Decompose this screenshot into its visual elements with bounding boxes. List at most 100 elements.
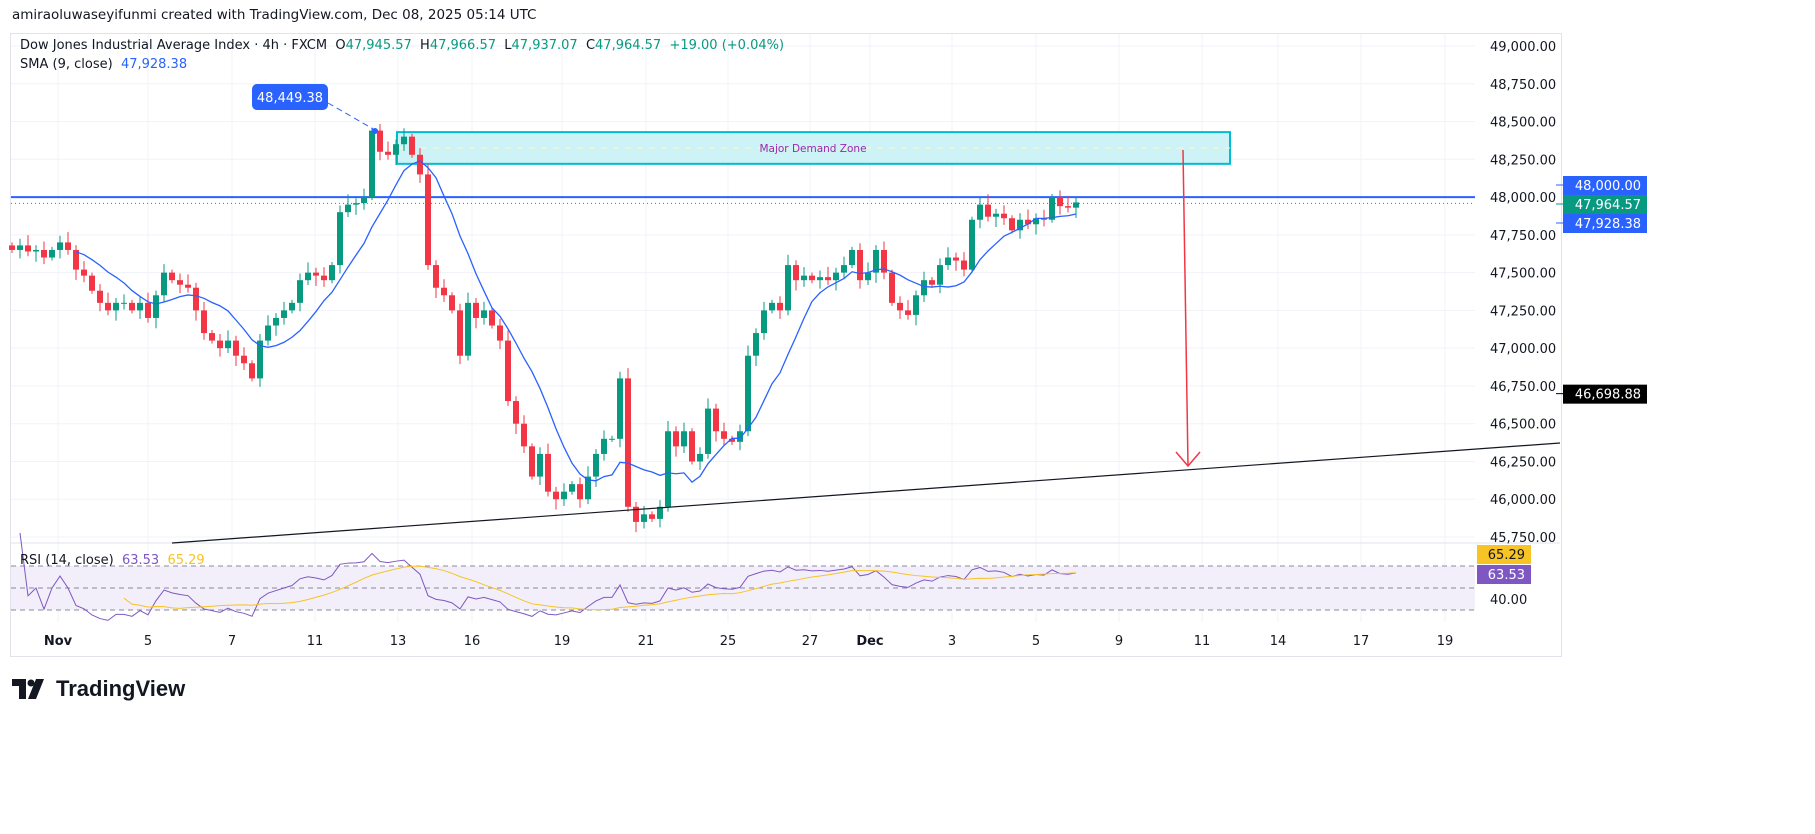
candle [409,133,415,158]
candle [41,241,47,265]
candle [553,486,559,510]
candle-body [601,438,607,454]
candle [73,245,79,280]
candle-body [537,453,543,477]
candle [425,164,431,270]
time-tick-label: 3 [948,634,956,649]
rsi-line [19,532,1077,621]
candle [329,262,335,284]
candle-body [497,325,503,341]
price-tick-label: 47,500.00 [1490,267,1556,282]
candle [481,301,487,325]
candle-body [881,249,887,273]
tradingview-logo-icon [12,679,44,699]
candle-body [873,249,879,273]
price-label-text: 46,698.88 [1575,388,1641,403]
candle-body [625,378,631,507]
candle [393,139,399,166]
candle-body [265,325,271,341]
candle [249,360,255,382]
candle-body [393,144,399,155]
close-label: C [585,38,596,53]
candle-body [505,340,511,402]
time-tick-label: 5 [1032,634,1040,649]
candle [785,254,791,316]
candle-body [361,197,367,204]
candle-body [609,438,615,440]
candle [753,328,759,366]
symbol-name[interactable]: Dow Jones Industrial Average Index · 4h … [20,38,328,53]
candle [817,270,823,289]
time-tick-label: 11 [1194,634,1211,649]
candle-body [593,453,599,477]
candle-body [337,212,343,266]
candle [801,267,807,287]
candle [57,235,63,259]
candle-body [73,249,79,270]
tradingview-logo[interactable]: TradingView [12,676,185,702]
candle [457,303,463,365]
candle [977,197,983,229]
candle-body [753,333,759,356]
candle [561,483,567,506]
candle [633,501,639,533]
candle-body [1049,197,1055,220]
candle-body [401,136,407,145]
candle-body [185,284,191,288]
candle [1009,215,1015,234]
time-tick-label: 9 [1115,634,1123,649]
candle [513,396,519,434]
candle-body [929,280,935,285]
candle [689,428,695,465]
close-value: 47,964.57 [595,38,662,53]
sma-legend[interactable]: SMA (9, close) 47,928.38 [20,57,187,72]
candle [761,301,767,340]
candle [433,260,439,299]
candle-body [553,491,559,500]
candle-body [65,242,71,250]
candle [601,430,607,461]
candle [793,260,799,291]
candle [177,273,183,294]
candle-body [81,269,87,276]
price-label-box [1563,384,1647,404]
candle [1017,213,1023,239]
candle [529,443,535,480]
candle-body [689,431,695,462]
candle-body [33,249,39,252]
arrow-head-icon [1175,451,1201,468]
chart-frame [10,33,1562,657]
candle-body [681,431,687,447]
candle [361,188,367,210]
candle [929,277,935,288]
candle [537,447,543,486]
candle [809,272,815,284]
rsi-legend[interactable]: RSI (14, close) 63.53 65.29 [20,553,205,568]
price-label-text: 47,928.38 [1575,217,1641,232]
candle-body [473,302,479,318]
credit-line: amiraoluwaseyifunmi created with Trading… [12,7,537,23]
demand-zone-label: Major Demand Zone [759,143,866,155]
candle [345,194,351,218]
rsi-ma-line [123,565,1077,611]
candle-body [825,277,831,281]
candle [729,435,735,445]
candle-body [713,408,719,432]
candle [129,299,135,314]
candle-body [425,174,431,266]
price-tick-label: 46,000.00 [1490,493,1556,508]
candle [65,232,71,255]
candle [1025,209,1031,230]
candle [97,284,103,312]
candle [825,266,831,286]
candle [769,299,775,314]
candle-body [377,130,383,152]
candle [937,258,943,294]
candle-body [977,204,983,220]
rsi-label-text: 63.53 [1488,568,1525,583]
candle-body [561,491,567,500]
price-label-box [1563,195,1647,214]
candle-body [889,272,895,303]
time-tick-label: 27 [802,634,819,649]
